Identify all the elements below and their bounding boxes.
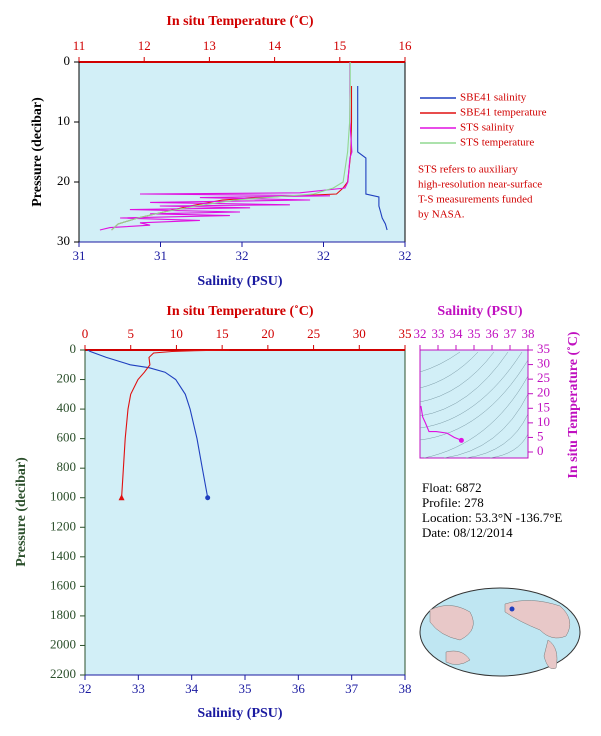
tick-label: 15 (216, 326, 229, 341)
float-info: Profile: 278 (422, 495, 484, 510)
tick-label: 36 (486, 326, 500, 341)
tick-label: 10 (170, 326, 183, 341)
tick-label: 25 (537, 370, 550, 385)
data-line (111, 62, 351, 231)
tick-label: 1000 (50, 489, 76, 504)
legend-label: SBE41 salinity (460, 92, 527, 104)
tick-label: 12 (138, 38, 151, 53)
tick-label: 35 (399, 326, 412, 341)
tick-label: 1400 (50, 548, 76, 563)
tick-label: 13 (203, 38, 216, 53)
tick-label: 15 (537, 399, 550, 414)
tick-label: 20 (537, 385, 550, 400)
tick-label: 25 (307, 326, 320, 341)
data-line (121, 349, 230, 498)
legend-label: STS temperature (460, 137, 534, 149)
tick-label: 2200 (50, 666, 76, 681)
density-contours (419, 351, 529, 459)
tick-label: 37 (345, 681, 359, 696)
tick-label: 34 (185, 681, 199, 696)
x-axis-label: Salinity (PSU) (197, 706, 283, 721)
tick-label: 11 (73, 38, 86, 53)
tick-label: 36 (292, 681, 306, 696)
plot-area (78, 61, 406, 243)
tick-label: 5 (127, 326, 134, 341)
tick-label: 14 (268, 38, 282, 53)
legend-label: SBE41 temperature (460, 107, 547, 119)
tick-label: 30 (353, 326, 366, 341)
float-info: Date: 08/12/2014 (422, 525, 513, 540)
tick-label: 30 (537, 356, 550, 371)
data-line (357, 86, 388, 231)
tick-label: 38 (399, 681, 412, 696)
tick-label: 800 (57, 459, 77, 474)
float-info: Location: 53.3°N -136.7°E (422, 510, 562, 525)
tick-label: 34 (450, 326, 464, 341)
legend-label: STS salinity (460, 122, 515, 134)
end-marker (205, 495, 211, 501)
annotation: STS refers to auxiliary (418, 164, 518, 176)
tick-label: 32 (399, 248, 412, 263)
tick-label: 33 (432, 326, 445, 341)
y-axis-label: Pressure (decibar) (30, 97, 45, 207)
tick-label: 37 (504, 326, 518, 341)
x2-axis-label: In situ Temperature (˚C) (166, 14, 313, 29)
tick-label: 20 (57, 173, 70, 188)
tick-label: 38 (522, 326, 535, 341)
tick-label: 31 (73, 248, 86, 263)
tick-label: 31 (154, 248, 167, 263)
tick-label: 10 (57, 113, 70, 128)
tick-label: 1600 (50, 577, 76, 592)
tick-label: 15 (333, 38, 346, 53)
world-map (419, 587, 581, 677)
float-info: Float: 6872 (422, 480, 482, 495)
y-axis-label: Pressure (decibar) (14, 457, 29, 567)
tick-label: 1200 (50, 518, 76, 533)
tick-label: 32 (79, 681, 92, 696)
tick-label: 0 (64, 53, 71, 68)
annotation: T-S measurements funded (418, 194, 533, 206)
tick-label: 600 (57, 430, 77, 445)
tick-label: 32 (236, 248, 249, 263)
tick-label: 35 (468, 326, 481, 341)
tick-label: 10 (537, 414, 550, 429)
tick-label: 35 (239, 681, 252, 696)
ts-plot-area (419, 349, 529, 459)
end-marker (458, 437, 464, 443)
tick-label: 35 (537, 341, 550, 356)
plot-area (84, 349, 406, 676)
x2-axis-label: In situ Temperature (˚C) (166, 304, 313, 319)
tick-label: 1800 (50, 607, 76, 622)
y-axis-label: In situ Temperature (˚C) (566, 331, 581, 478)
tick-label: 16 (399, 38, 413, 53)
end-marker (118, 494, 125, 501)
tick-label: 0 (82, 326, 89, 341)
tick-label: 0 (70, 341, 77, 356)
data-line (99, 62, 353, 231)
x-axis-label: Salinity (PSU) (437, 304, 523, 319)
tick-label: 5 (537, 428, 544, 443)
x-axis-label: Salinity (PSU) (197, 274, 283, 289)
tick-label: 2000 (50, 636, 76, 651)
tick-label: 33 (132, 681, 145, 696)
tick-label: 200 (57, 371, 77, 386)
data-line (420, 405, 462, 441)
tick-label: 20 (261, 326, 274, 341)
tick-label: 32 (414, 326, 427, 341)
tick-label: 30 (57, 233, 70, 248)
tick-label: 32 (317, 248, 330, 263)
annotation: high-resolution near-surface (418, 179, 542, 191)
annotation: by NASA. (418, 209, 465, 221)
tick-label: 0 (537, 443, 544, 458)
data-line (87, 349, 209, 498)
tick-label: 400 (57, 400, 77, 415)
